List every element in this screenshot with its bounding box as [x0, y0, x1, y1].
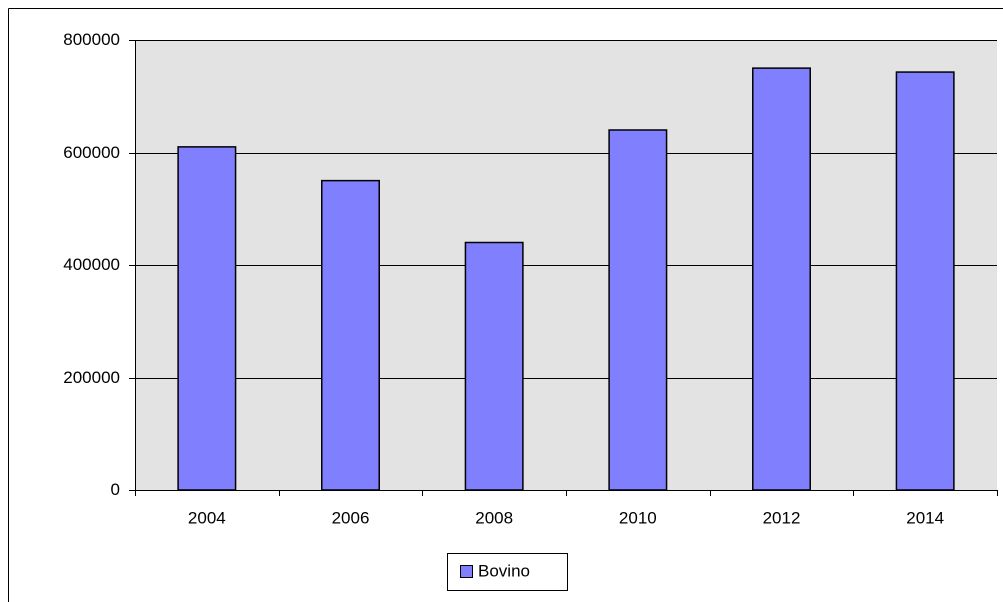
y-tick-label: 0	[111, 480, 120, 499]
bar	[608, 129, 668, 491]
y-tick-label: 600000	[63, 143, 120, 162]
bar	[752, 67, 811, 491]
y-tick-label: 200000	[63, 368, 120, 387]
legend-label: Bovino	[478, 561, 530, 580]
x-tick-label: 2014	[906, 508, 944, 527]
bar	[895, 71, 955, 491]
y-tick-label: 800000	[63, 30, 120, 49]
x-tick-label: 2008	[475, 508, 513, 527]
legend-swatch	[460, 565, 473, 578]
x-tick-label: 2004	[188, 508, 226, 527]
x-tick-label: 2010	[619, 508, 657, 527]
x-tick-label: 2012	[763, 508, 801, 527]
bar	[464, 241, 524, 491]
bar	[177, 146, 237, 491]
bar	[321, 179, 380, 491]
x-tick-label: 2006	[332, 508, 370, 527]
y-tick-label: 400000	[63, 255, 120, 274]
